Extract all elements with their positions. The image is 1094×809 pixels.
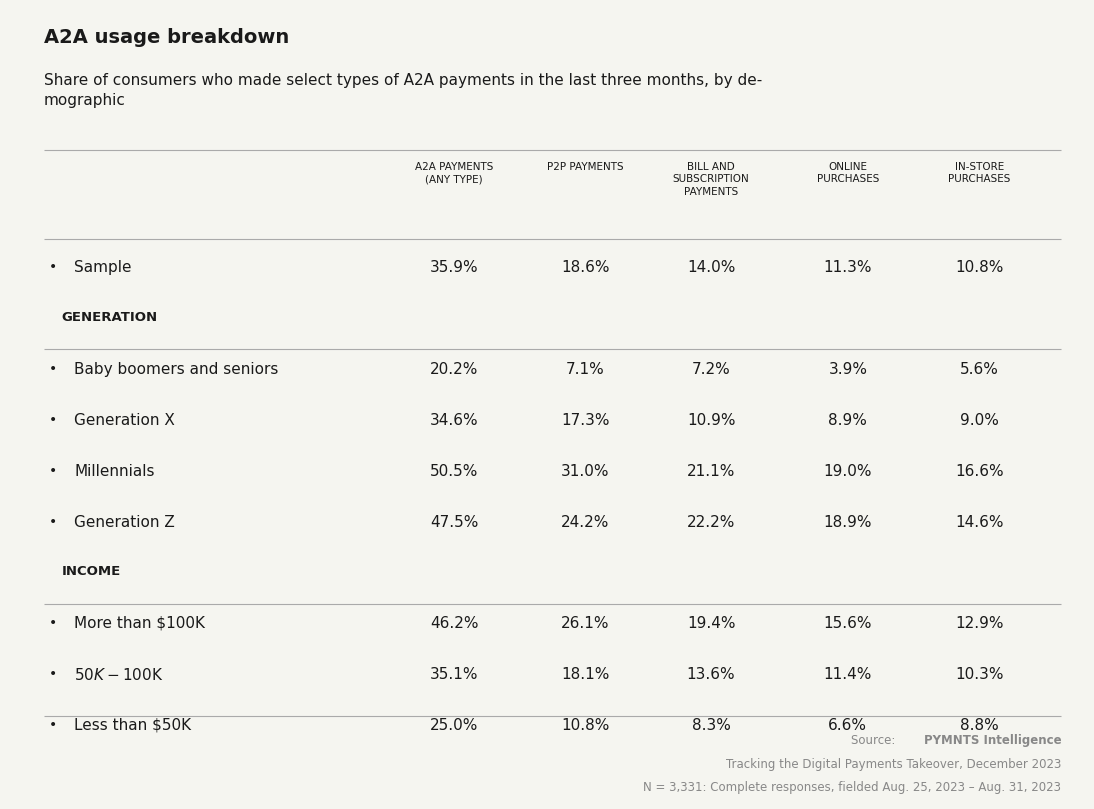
Text: 26.1%: 26.1%: [561, 616, 609, 631]
Text: 13.6%: 13.6%: [687, 667, 735, 682]
Text: PYMNTS Intelligence: PYMNTS Intelligence: [923, 734, 1061, 747]
Text: Millennials: Millennials: [74, 464, 155, 479]
Text: 10.8%: 10.8%: [955, 260, 1003, 276]
Text: Sample: Sample: [74, 260, 132, 276]
Text: 35.9%: 35.9%: [430, 260, 478, 276]
Text: 11.4%: 11.4%: [824, 667, 872, 682]
Text: 25.0%: 25.0%: [430, 718, 478, 733]
Text: •: •: [49, 464, 58, 477]
Text: Less than $50K: Less than $50K: [74, 718, 191, 733]
Text: 19.0%: 19.0%: [824, 464, 872, 479]
Text: A2A usage breakdown: A2A usage breakdown: [44, 28, 289, 47]
Text: 7.2%: 7.2%: [691, 362, 731, 377]
Text: A2A PAYMENTS
(ANY TYPE): A2A PAYMENTS (ANY TYPE): [415, 162, 493, 184]
Text: 19.4%: 19.4%: [687, 616, 735, 631]
Text: 7.1%: 7.1%: [566, 362, 605, 377]
Text: 22.2%: 22.2%: [687, 515, 735, 530]
Text: 9.0%: 9.0%: [959, 413, 999, 428]
Text: 31.0%: 31.0%: [561, 464, 609, 479]
Text: Baby boomers and seniors: Baby boomers and seniors: [74, 362, 279, 377]
Text: 5.6%: 5.6%: [959, 362, 999, 377]
Text: Tracking the Digital Payments Takeover, December 2023: Tracking the Digital Payments Takeover, …: [725, 758, 1061, 771]
Text: Source:: Source:: [851, 734, 899, 747]
Text: 3.9%: 3.9%: [828, 362, 868, 377]
Text: •: •: [49, 515, 58, 528]
Text: 17.3%: 17.3%: [561, 413, 609, 428]
Text: 14.6%: 14.6%: [955, 515, 1003, 530]
Text: •: •: [49, 413, 58, 426]
Text: 20.2%: 20.2%: [430, 362, 478, 377]
Text: •: •: [49, 718, 58, 731]
Text: 15.6%: 15.6%: [824, 616, 872, 631]
Text: IN-STORE
PURCHASES: IN-STORE PURCHASES: [947, 162, 1011, 184]
Text: 34.6%: 34.6%: [430, 413, 478, 428]
Text: 10.8%: 10.8%: [561, 718, 609, 733]
Text: 10.3%: 10.3%: [955, 667, 1003, 682]
Text: More than $100K: More than $100K: [74, 616, 206, 631]
Text: BILL AND
SUBSCRIPTION
PAYMENTS: BILL AND SUBSCRIPTION PAYMENTS: [673, 162, 749, 197]
Text: 14.0%: 14.0%: [687, 260, 735, 276]
Text: 35.1%: 35.1%: [430, 667, 478, 682]
Text: 8.3%: 8.3%: [691, 718, 731, 733]
Text: 46.2%: 46.2%: [430, 616, 478, 631]
Text: 47.5%: 47.5%: [430, 515, 478, 530]
Text: 18.6%: 18.6%: [561, 260, 609, 276]
Text: •: •: [49, 667, 58, 680]
Text: INCOME: INCOME: [61, 565, 120, 578]
Text: 12.9%: 12.9%: [955, 616, 1003, 631]
Text: 8.8%: 8.8%: [959, 718, 999, 733]
Text: P2P PAYMENTS: P2P PAYMENTS: [547, 162, 624, 172]
Text: $50K - $100K: $50K - $100K: [74, 667, 164, 683]
Text: •: •: [49, 616, 58, 629]
Text: 6.6%: 6.6%: [828, 718, 868, 733]
Text: 18.1%: 18.1%: [561, 667, 609, 682]
Text: Generation Z: Generation Z: [74, 515, 175, 530]
Text: 50.5%: 50.5%: [430, 464, 478, 479]
Text: •: •: [49, 362, 58, 375]
Text: 16.6%: 16.6%: [955, 464, 1003, 479]
Text: ONLINE
PURCHASES: ONLINE PURCHASES: [816, 162, 880, 184]
Text: 10.9%: 10.9%: [687, 413, 735, 428]
Text: •: •: [49, 260, 58, 274]
Text: 8.9%: 8.9%: [828, 413, 868, 428]
Text: 21.1%: 21.1%: [687, 464, 735, 479]
Text: Generation X: Generation X: [74, 413, 175, 428]
Text: GENERATION: GENERATION: [61, 311, 158, 324]
Text: Share of consumers who made select types of A2A payments in the last three month: Share of consumers who made select types…: [44, 73, 763, 108]
Text: 11.3%: 11.3%: [824, 260, 872, 276]
Text: 24.2%: 24.2%: [561, 515, 609, 530]
Text: 18.9%: 18.9%: [824, 515, 872, 530]
Text: N = 3,331: Complete responses, fielded Aug. 25, 2023 – Aug. 31, 2023: N = 3,331: Complete responses, fielded A…: [643, 781, 1061, 794]
